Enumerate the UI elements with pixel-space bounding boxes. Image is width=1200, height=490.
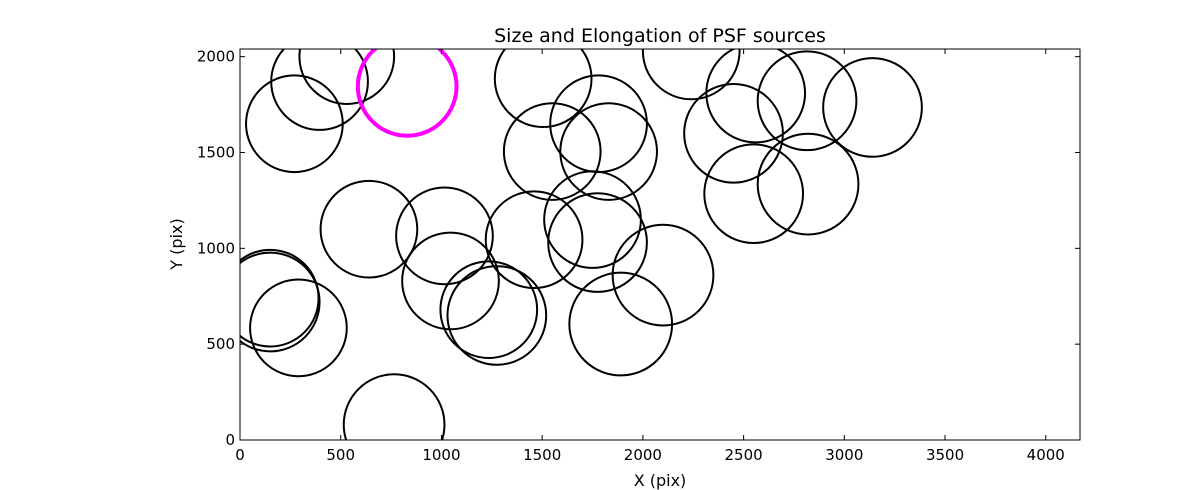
psf-source-marker xyxy=(342,373,446,440)
psf-source-marker xyxy=(484,190,584,290)
psf-source-marker xyxy=(493,49,593,129)
y-tick-label: 1000 xyxy=(197,239,235,257)
axis-ticks: 0 500 1000 1500 2000 2500 3000 3500 4000 0 500 1000… xyxy=(197,48,1080,464)
x-tick-label: 3500 xyxy=(926,446,964,464)
x-tick-label: 2000 xyxy=(624,446,662,464)
psf-source-marker xyxy=(611,223,715,327)
psf-source-marker xyxy=(439,260,539,360)
y-tick-label: 0 xyxy=(225,431,235,449)
psf-source-marker xyxy=(401,231,500,331)
y-axis-label: Y (pix) xyxy=(167,218,186,270)
y-tick-label: 1500 xyxy=(197,144,235,162)
psf-source-marker xyxy=(547,192,648,293)
x-tick-label: 1000 xyxy=(422,446,460,464)
psf-source-marker xyxy=(703,143,805,245)
psf-source-highlighted-marker xyxy=(355,49,459,138)
x-tick-label: 4000 xyxy=(1027,446,1065,464)
y-tick-label: 500 xyxy=(206,335,235,353)
chart-title: Size and Elongation of PSF sources xyxy=(494,25,826,47)
psf-source-marker xyxy=(245,74,344,174)
data-markers xyxy=(240,49,923,440)
psf-source-marker xyxy=(395,186,494,286)
psf-source-marker xyxy=(822,57,923,158)
x-tick-label: 3000 xyxy=(825,446,863,464)
psf-source-marker xyxy=(240,251,321,353)
psf-source-marker xyxy=(446,265,548,366)
x-tick-label: 1500 xyxy=(523,446,561,464)
y-tick-label: 2000 xyxy=(197,48,235,66)
x-tick-label: 0 xyxy=(235,446,245,464)
plot-frame xyxy=(239,48,1081,441)
psf-source-marker xyxy=(568,271,674,377)
psf-source-marker xyxy=(298,49,396,105)
psf-source-marker xyxy=(756,50,858,152)
psf-source-marker xyxy=(559,102,658,201)
psf-source-marker xyxy=(319,179,419,279)
psf-source-marker xyxy=(756,132,860,236)
x-axis-label: X (pix) xyxy=(634,471,687,490)
x-tick-label: 500 xyxy=(326,446,355,464)
psf-source-marker xyxy=(249,278,348,378)
psf-source-marker xyxy=(683,82,784,184)
psf-source-marker xyxy=(502,102,602,201)
x-tick-label: 2500 xyxy=(725,446,763,464)
